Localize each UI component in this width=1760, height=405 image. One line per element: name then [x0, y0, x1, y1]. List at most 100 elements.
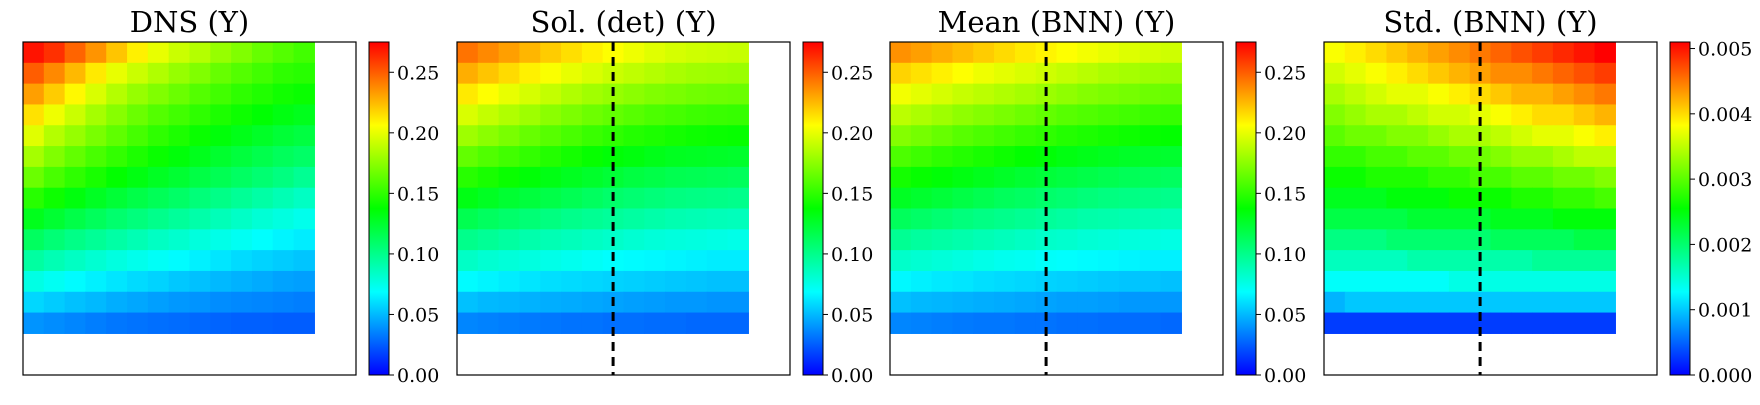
- heatmap-cell: [477, 291, 500, 314]
- heatmap-cell: [1118, 270, 1141, 293]
- heatmap-cell: [994, 62, 1016, 85]
- heatmap-cell: [251, 187, 274, 210]
- heatmap-cell: [127, 125, 149, 147]
- heatmap-cell: [1344, 104, 1367, 126]
- heatmap-cell: [1160, 146, 1182, 168]
- heatmap-cell: [519, 270, 541, 293]
- colorbar: [369, 42, 389, 375]
- heatmap-cell: [1118, 250, 1141, 272]
- heatmap-cell: [1573, 146, 1596, 168]
- heatmap-cell: [498, 42, 521, 64]
- heatmap-cell: [1448, 146, 1471, 168]
- heatmap-cell: [1365, 42, 1388, 64]
- heatmap-cell: [1448, 104, 1471, 126]
- heatmap-cell: [1077, 42, 1099, 64]
- heatmap-cell: [540, 208, 562, 230]
- heatmap-cell: [43, 62, 66, 85]
- heatmap-cell: [1511, 166, 1533, 189]
- heatmap-cell: [665, 146, 687, 168]
- heatmap-cell: [210, 312, 232, 334]
- heatmap-cell: [561, 208, 583, 230]
- heatmap-cell: [1573, 270, 1596, 293]
- heatmap-cell: [1077, 62, 1099, 85]
- heatmap-cell: [1098, 250, 1120, 272]
- heatmap-cell: [1160, 187, 1182, 210]
- heatmap-cell: [168, 166, 191, 189]
- heatmap-cell: [1056, 270, 1078, 293]
- heatmap-cell: [1469, 104, 1492, 126]
- heatmap-cell: [519, 208, 541, 230]
- heatmap-cell: [727, 312, 749, 334]
- heatmap-cell: [665, 104, 687, 126]
- heatmap-cell: [1014, 312, 1037, 334]
- heatmap-cell: [1428, 146, 1450, 168]
- axes-frame: [456, 41, 791, 376]
- heatmap-cell: [931, 250, 954, 272]
- heatmap-cell: [540, 104, 562, 126]
- heatmap-cell: [1324, 291, 1346, 314]
- heatmap-cell: [1428, 312, 1450, 334]
- heatmap-cell: [147, 291, 170, 314]
- heatmap-cell: [890, 104, 912, 126]
- heatmap-cell: [477, 83, 500, 106]
- heatmap-cell: [623, 250, 645, 272]
- heatmap-cell: [1386, 62, 1408, 85]
- heatmap-cell: [1490, 208, 1512, 230]
- heatmap-cell: [23, 229, 45, 251]
- heatmap-cell: [519, 62, 541, 85]
- heatmap-cell: [931, 166, 954, 189]
- heatmap-cell: [477, 104, 500, 126]
- heatmap-cell: [1448, 312, 1471, 334]
- heatmap-cell: [293, 83, 315, 106]
- colorbar: [803, 42, 823, 375]
- heatmap-cell: [64, 104, 87, 126]
- heatmap-cell: [561, 291, 583, 314]
- heatmap-cell: [519, 83, 541, 106]
- heatmap-cell: [64, 125, 87, 147]
- panel-2: Sol. (det) (Y) 0.00 0.05 0.10 0.15 0.20 0.25: [456, 5, 873, 387]
- heatmap-cell: [189, 104, 211, 126]
- heatmap-cell: [1490, 104, 1512, 126]
- heatmap-cell: [1365, 229, 1388, 251]
- heatmap-cell: [1428, 125, 1450, 147]
- heatmap-cell: [272, 62, 295, 85]
- colorbar-tick-label: 0.05: [397, 304, 439, 326]
- heatmap-cell: [727, 187, 749, 210]
- heatmap-cell: [1160, 62, 1182, 85]
- heatmap-cell: [147, 312, 170, 334]
- colorbar-tick-label: 0.25: [831, 62, 873, 84]
- heatmap-cell: [706, 291, 729, 314]
- heatmap-cell: [1511, 270, 1533, 293]
- heatmap-cell: [1077, 291, 1099, 314]
- heatmap-cell: [1511, 187, 1533, 210]
- heatmap-cell: [1386, 187, 1408, 210]
- heatmap-cell: [519, 187, 541, 210]
- heatmap-cell: [540, 270, 562, 293]
- heatmap-cell: [890, 291, 912, 314]
- colorbar-tick-label: 0.05: [831, 304, 873, 326]
- heatmap-cell: [189, 166, 211, 189]
- heatmap-cell: [1365, 104, 1388, 126]
- heatmap-cell: [973, 104, 995, 126]
- heatmap-cell: [168, 270, 191, 293]
- heatmap-cell: [685, 146, 708, 168]
- heatmap-cell: [1139, 312, 1162, 334]
- heatmap-cell: [685, 187, 708, 210]
- heatmap-cell: [1344, 208, 1367, 230]
- heatmap-cell: [231, 270, 253, 293]
- heatmap-cell: [189, 146, 211, 168]
- heatmap-cell: [1511, 104, 1533, 126]
- heatmap-cell: [1077, 187, 1099, 210]
- heatmap-cell: [1344, 270, 1367, 293]
- heatmap-cell: [43, 229, 66, 251]
- heatmap-cell: [127, 62, 149, 85]
- heatmap-cell: [457, 146, 479, 168]
- heatmap-cell: [727, 146, 749, 168]
- heatmap-cell: [1014, 270, 1037, 293]
- heatmap-cell: [1014, 62, 1037, 85]
- heatmap-cell: [1407, 62, 1429, 85]
- heatmap-cell: [890, 62, 912, 85]
- heatmap-cell: [168, 62, 191, 85]
- heatmap-cell: [1386, 125, 1408, 147]
- heatmap-cell: [1469, 312, 1492, 334]
